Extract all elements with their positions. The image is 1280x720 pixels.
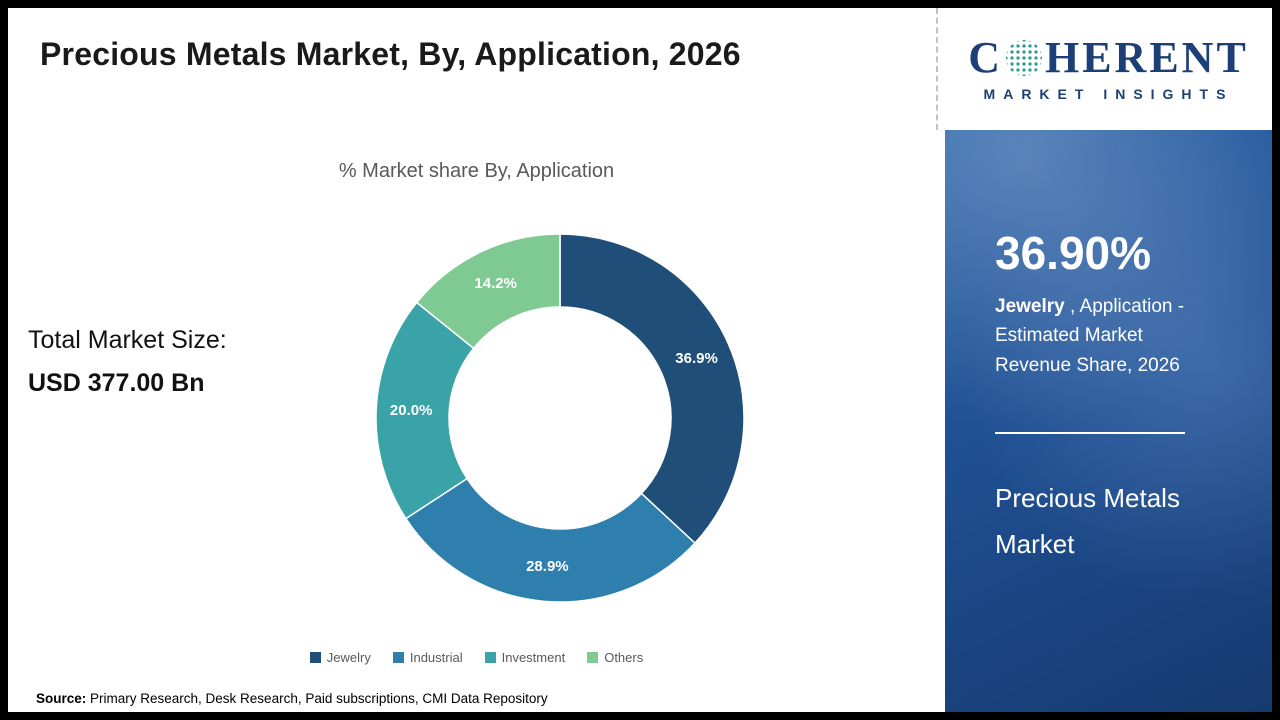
dotted-globe-icon — [1005, 40, 1042, 76]
logo-divider-dashed-line — [936, 8, 938, 130]
legend-swatch-icon — [587, 652, 599, 663]
total-market-size-block: Total Market Size: USD 377.00 Bn — [28, 326, 227, 398]
legend-item-jewelry: Jewelry — [309, 650, 371, 665]
highlight-panel: 36.90% Jewelry , Application - Estimated… — [945, 130, 1272, 712]
donut-segment-jewelry — [559, 233, 745, 545]
logo-text-end: HERENT — [1044, 33, 1249, 82]
source-text: Primary Research, Desk Research, Paid su… — [86, 691, 548, 706]
donut-segment-investment — [375, 301, 475, 520]
chart-legend: Jewelry Industrial Investment Others — [8, 650, 945, 665]
highlight-segment-name: Jewelry — [995, 296, 1065, 317]
logo-text-start: C — [968, 33, 1003, 82]
legend-item-industrial: Industrial — [392, 650, 463, 665]
legend-item-investment: Investment — [484, 650, 566, 665]
source-line: Source: Primary Research, Desk Research,… — [36, 691, 548, 706]
donut-segment-label: 20.0% — [390, 402, 433, 419]
legend-swatch-icon — [484, 652, 496, 663]
logo-tagline: MARKET INSIGHTS — [983, 86, 1234, 102]
page-title: Precious Metals Market, By, Application,… — [40, 36, 741, 72]
donut-chart: 36.9% 28.9% 20.0% 14.2% — [375, 233, 745, 603]
market-size-label: Total Market Size: — [28, 326, 227, 354]
main-content-area: Precious Metals Market, By, Application,… — [8, 8, 945, 712]
market-size-value: USD 377.00 Bn — [28, 369, 205, 397]
panel-divider-line — [995, 432, 1185, 435]
donut-segment-label: 28.9% — [526, 558, 569, 575]
donut-segment-industrial — [404, 477, 696, 603]
highlight-stat-value: 36.90% — [995, 227, 1152, 279]
legend-swatch-icon — [309, 652, 321, 663]
donut-segment-label: 14.2% — [474, 275, 517, 292]
donut-chart-svg: 36.9% 28.9% 20.0% 14.2% — [375, 233, 745, 603]
highlight-stat-description: Jewelry , Application - Estimated Market… — [995, 292, 1220, 380]
legend-label: Industrial — [409, 650, 463, 665]
donut-segment-others — [415, 233, 561, 350]
highlight-desc-text: , Application - Estimated Market Revenue… — [995, 296, 1185, 376]
panel-report-title: Precious Metals Market — [995, 483, 1180, 559]
legend-label: Others — [604, 650, 644, 665]
legend-label: Investment — [501, 650, 566, 665]
legend-label: Jewelry — [326, 650, 371, 665]
company-logo: C HERENT MARKET INSIGHTS — [945, 8, 1272, 130]
donut-segment-label: 36.9% — [675, 350, 718, 367]
chart-title: % Market share By, Application — [338, 160, 615, 182]
legend-item-others: Others — [587, 650, 643, 665]
logo-wordmark: C HERENT — [968, 36, 1249, 80]
legend-swatch-icon — [392, 652, 404, 663]
inner-canvas: Precious Metals Market, By, Application,… — [8, 8, 1272, 712]
source-label: Source: — [36, 691, 87, 706]
